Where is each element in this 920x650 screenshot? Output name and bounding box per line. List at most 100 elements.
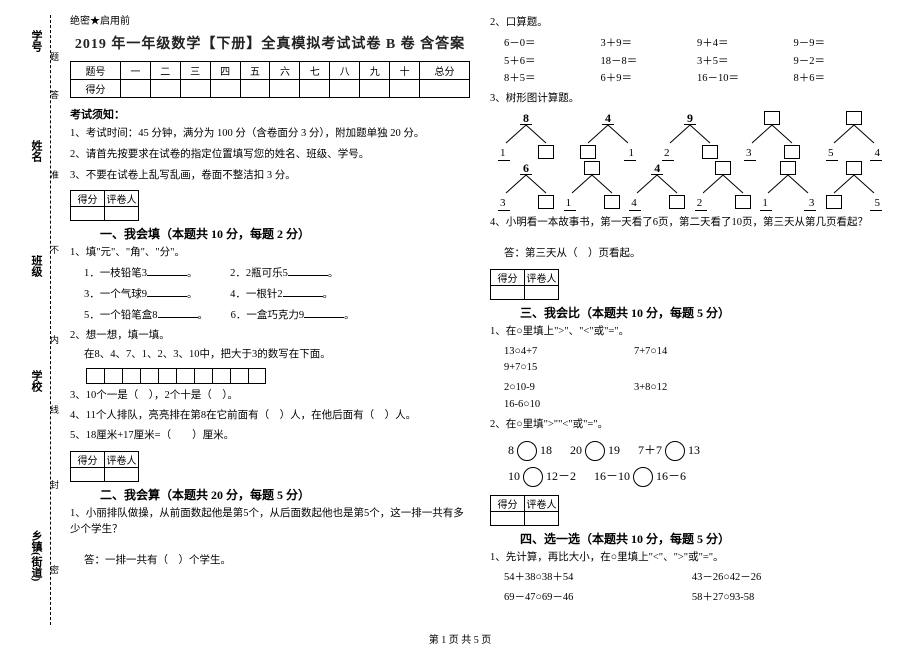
cmp-item: 3+8○12 <box>634 380 761 397</box>
cmp-item: 13○4+7 <box>504 344 631 361</box>
cell: 得分 <box>71 451 105 467</box>
cell <box>525 512 559 526</box>
tree-top-box <box>846 111 862 125</box>
cell: 一 <box>120 62 150 80</box>
cell <box>240 80 270 98</box>
score-header-row: 题号 一 二 三 四 五 六 七 八 九 十 总分 <box>71 62 470 80</box>
tree-bl-num: 5 <box>828 147 834 159</box>
s3-q1-row: 13○4+7 7+7○14 9+7○15 <box>504 344 890 378</box>
s2-q3: 3、树形图计算题。 <box>490 91 890 108</box>
s4-q1-row: 69－47○69－46 58＋27○93-58 <box>504 590 890 607</box>
cell <box>330 80 360 98</box>
mental-item: 3＋9＝ <box>601 35 698 53</box>
tree-diagram: 3 <box>742 111 802 159</box>
cell: 二 <box>150 62 180 80</box>
exam-title: 2019 年一年级数学【下册】全真模拟考试试卷 B 卷 含答案 <box>70 33 470 53</box>
tree-bl-num: 4 <box>631 197 637 209</box>
s2-q1-ans: 答：一排一共有（ ）个学生。 <box>84 553 470 570</box>
secret-label: 绝密★启用前 <box>70 12 470 27</box>
cell: 总分 <box>420 62 470 80</box>
q4: 4、11个人排队，亮亮排在第8在它前面有（ ）人，在他后面有（ ）人。 <box>70 408 470 425</box>
score-value-row: 得分 <box>71 80 470 98</box>
cell <box>491 285 525 299</box>
gutter-sub: 内 <box>48 335 61 344</box>
tree-row-2: 631442135 <box>496 161 884 209</box>
section-4-title: 四、选一选（本题共 10 分，每题 5 分） <box>520 532 730 546</box>
tree-br-num: 4 <box>875 147 881 159</box>
cell <box>105 207 139 221</box>
cmp-num: 10 <box>508 469 520 483</box>
cell <box>150 80 180 98</box>
s2-q4-ans: 答：第三天从（ ）页看起。 <box>504 246 890 263</box>
cell <box>420 80 470 98</box>
gutter-sub: 线 <box>48 405 61 414</box>
blank <box>283 286 323 297</box>
circle-blank <box>523 467 543 487</box>
cmp-item: 69－47○69－46 <box>504 590 689 607</box>
gutter-labels: 学号 题 答 姓名 准 不 班级 内 学校 线 封 乡镇(街道) 密 <box>28 0 42 640</box>
cell: 题号 <box>71 62 121 80</box>
cmp-num: 18 <box>540 443 552 457</box>
page: 绝密★启用前 2019 年一年级数学【下册】全真模拟考试试卷 B 卷 含答案 题… <box>0 0 920 650</box>
mental-item: 6＋9＝ <box>601 70 698 88</box>
tree-bl-num: 1 <box>762 197 768 209</box>
cell <box>120 80 150 98</box>
answer-box-row <box>86 368 470 384</box>
tree-bl-num: 1 <box>566 197 572 209</box>
gutter-sub: 题 <box>48 52 61 61</box>
mental-item: 3＋5＝ <box>697 53 794 71</box>
tree-br-box <box>784 145 800 159</box>
cell <box>270 80 300 98</box>
cell <box>390 80 420 98</box>
cell: 得分 <box>491 269 525 285</box>
q1-item: 2．2瓶可乐5 <box>230 268 288 279</box>
cmp-num: 20 <box>570 443 582 457</box>
q2-lead: 2、想一想，填一填。 <box>70 328 470 345</box>
cell: 六 <box>270 62 300 80</box>
exam-notice: 3、不要在试卷上乱写乱画，卷面不整洁扣 3 分。 <box>70 168 470 185</box>
box-cell <box>212 368 230 384</box>
tree-br-box <box>538 145 554 159</box>
cmp-num: 16－6 <box>656 469 686 483</box>
cell: 四 <box>210 62 240 80</box>
tree-diagram: 5 <box>824 161 884 209</box>
cell <box>71 207 105 221</box>
tree-bl-box <box>826 195 842 209</box>
mental-item: 8＋6＝ <box>794 70 891 88</box>
section-2-title: 二、我会算（本题共 20 分，每题 5 分） <box>100 488 310 502</box>
q1-item: 3．一个气球9 <box>84 289 147 300</box>
s3-q1-lead: 1、在○里填上">"、"<"或"="。 <box>490 324 890 341</box>
tree-top-box <box>764 111 780 125</box>
gutter-label: 姓名 <box>28 140 44 162</box>
box-cell <box>230 368 248 384</box>
tree-bl-num: 1 <box>500 147 506 159</box>
tree-diagram: 92 <box>660 111 720 159</box>
tree-br-box <box>702 145 718 159</box>
tree-top-box <box>715 161 731 175</box>
section-3-title: 三、我会比（本题共 10 分，每题 5 分） <box>520 306 730 320</box>
section-scorebox: 得分评卷人 <box>70 451 139 482</box>
box-cell <box>194 368 212 384</box>
q1-item: 4．一根针2 <box>230 289 283 300</box>
gutter-label: 乡镇(街道) <box>28 530 44 581</box>
cmp-item: 16-6○10 <box>504 397 631 414</box>
blank <box>147 265 187 276</box>
cmp-num: 8 <box>508 443 514 457</box>
cmp-item: 54＋38○38＋54 <box>504 570 689 587</box>
cell: 五 <box>240 62 270 80</box>
cell: 得分 <box>71 80 121 98</box>
cell: 评卷人 <box>525 496 559 512</box>
tree-bl-num: 2 <box>697 197 703 209</box>
tree-br-num: 3 <box>809 197 815 209</box>
cmp-num: 7＋7 <box>638 443 662 457</box>
section-scorebox: 得分评卷人 <box>70 190 139 221</box>
box-cell <box>86 368 104 384</box>
tree-br-num: 1 <box>629 147 635 159</box>
tree-diagram: 63 <box>496 161 556 209</box>
s3-q1-row: 2○10-9 3+8○12 16-6○10 <box>504 380 890 414</box>
gutter-label: 学校 <box>28 370 44 392</box>
cell <box>210 80 240 98</box>
tree-bl-num: 2 <box>664 147 670 159</box>
gutter-sub: 不 <box>48 245 61 254</box>
right-column: 2、口算题。 6－0＝ 3＋9＝ 9＋4＝ 9－9＝ 5＋6＝ 18－8＝ 3＋… <box>480 12 900 642</box>
